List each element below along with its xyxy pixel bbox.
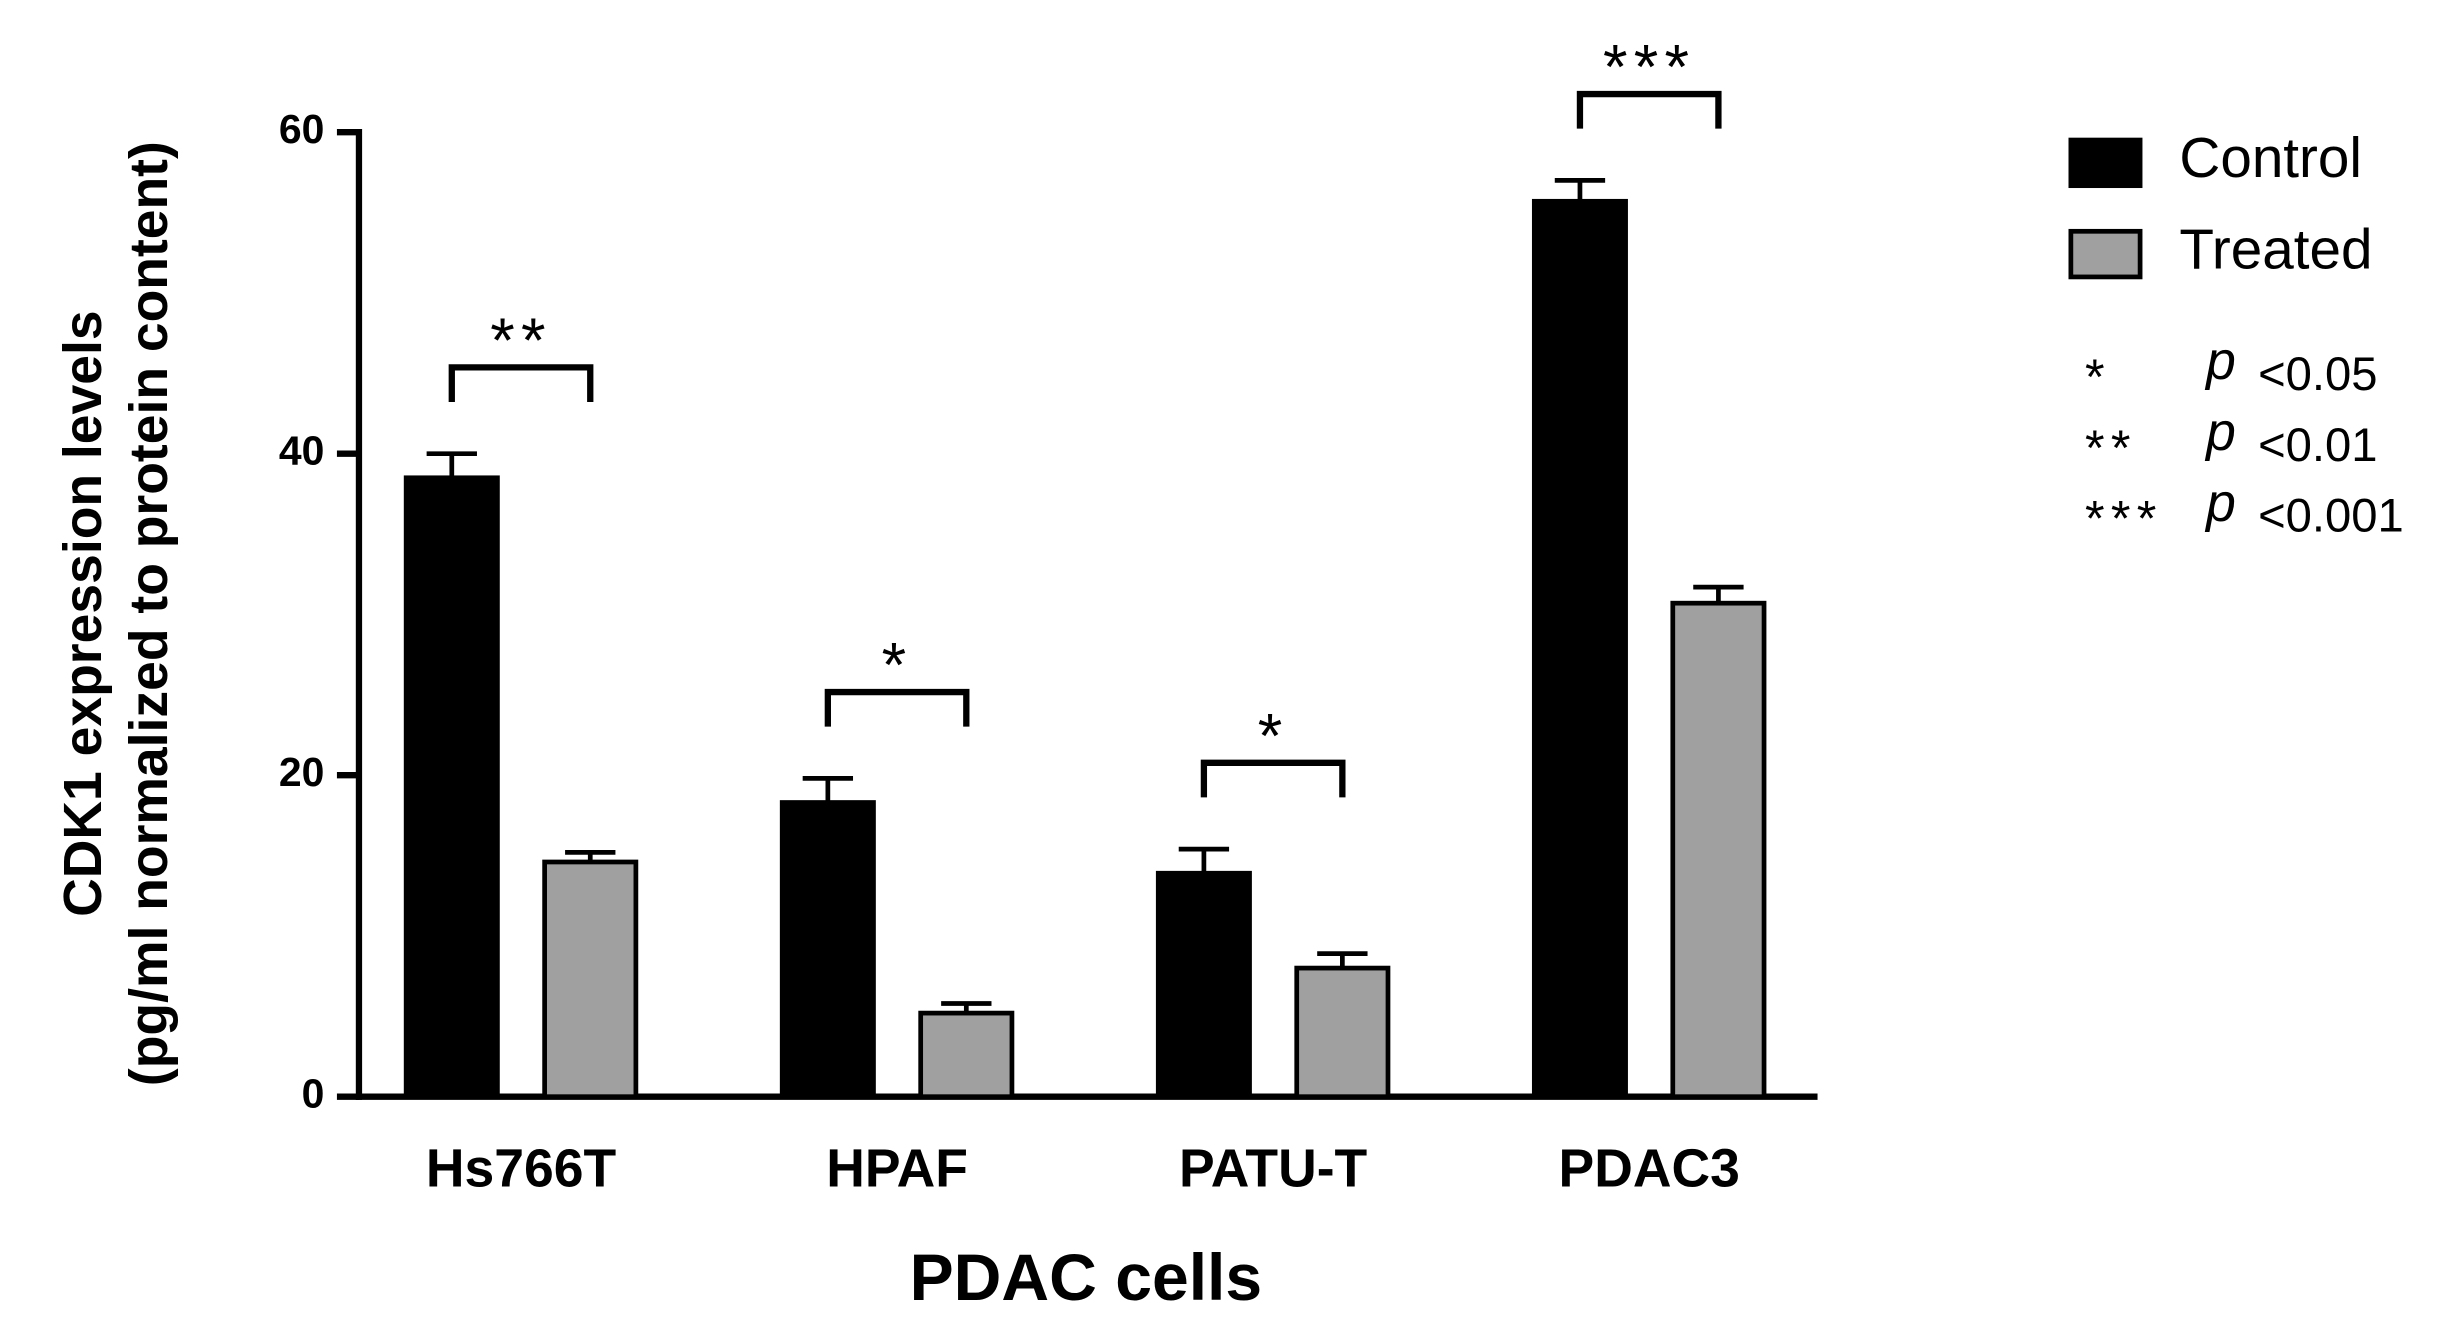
- significance-bracket: [1200, 759, 1346, 798]
- key-stars: ***: [2085, 490, 2163, 547]
- legend-label: Treated: [2179, 218, 2372, 281]
- significance-bracket: [1576, 90, 1722, 129]
- x-tick-label: PATU-T: [1179, 1139, 1367, 1198]
- key-stars: *: [2085, 348, 2111, 405]
- bar: [1531, 198, 1628, 1100]
- key-stars: **: [2085, 419, 2137, 476]
- key-p: p: [2204, 474, 2236, 533]
- key-threshold: <0.001: [2258, 490, 2404, 543]
- x-axis-title: PDAC cells: [910, 1241, 1263, 1315]
- key-threshold: <0.05: [2258, 348, 2377, 401]
- bar: [918, 1010, 1015, 1100]
- bar: [1155, 870, 1252, 1100]
- key-threshold: <0.01: [2258, 419, 2377, 472]
- y-tick-label: 20: [279, 749, 324, 795]
- significance-bracket: [824, 688, 970, 727]
- bar: [1670, 600, 1767, 1100]
- significance-bracket: [448, 364, 594, 402]
- bar: [542, 859, 639, 1100]
- x-tick-label: PDAC3: [1559, 1139, 1740, 1198]
- y-axis-title: (pg/ml normalized to protein content): [120, 141, 179, 1086]
- significance-stars: *: [1258, 701, 1289, 771]
- key-p: p: [2204, 332, 2236, 391]
- bar: [403, 475, 500, 1100]
- legend-swatch: [2068, 228, 2143, 280]
- key-p: p: [2204, 403, 2236, 462]
- bar: [1294, 965, 1391, 1100]
- y-tick-label: 40: [279, 427, 324, 473]
- significance-stars: ***: [1603, 33, 1695, 103]
- significance-stars: **: [490, 306, 552, 376]
- x-tick-label: HPAF: [826, 1139, 968, 1198]
- significance-stars: *: [882, 631, 913, 701]
- legend-label: Control: [2179, 127, 2362, 190]
- y-tick-label: 60: [279, 106, 324, 152]
- y-tick-label: 0: [302, 1070, 325, 1116]
- x-tick-label: Hs766T: [426, 1139, 617, 1198]
- y-axis-title: CDK1 expression levels: [54, 310, 113, 916]
- bar: [779, 800, 876, 1100]
- legend-swatch: [2068, 137, 2143, 189]
